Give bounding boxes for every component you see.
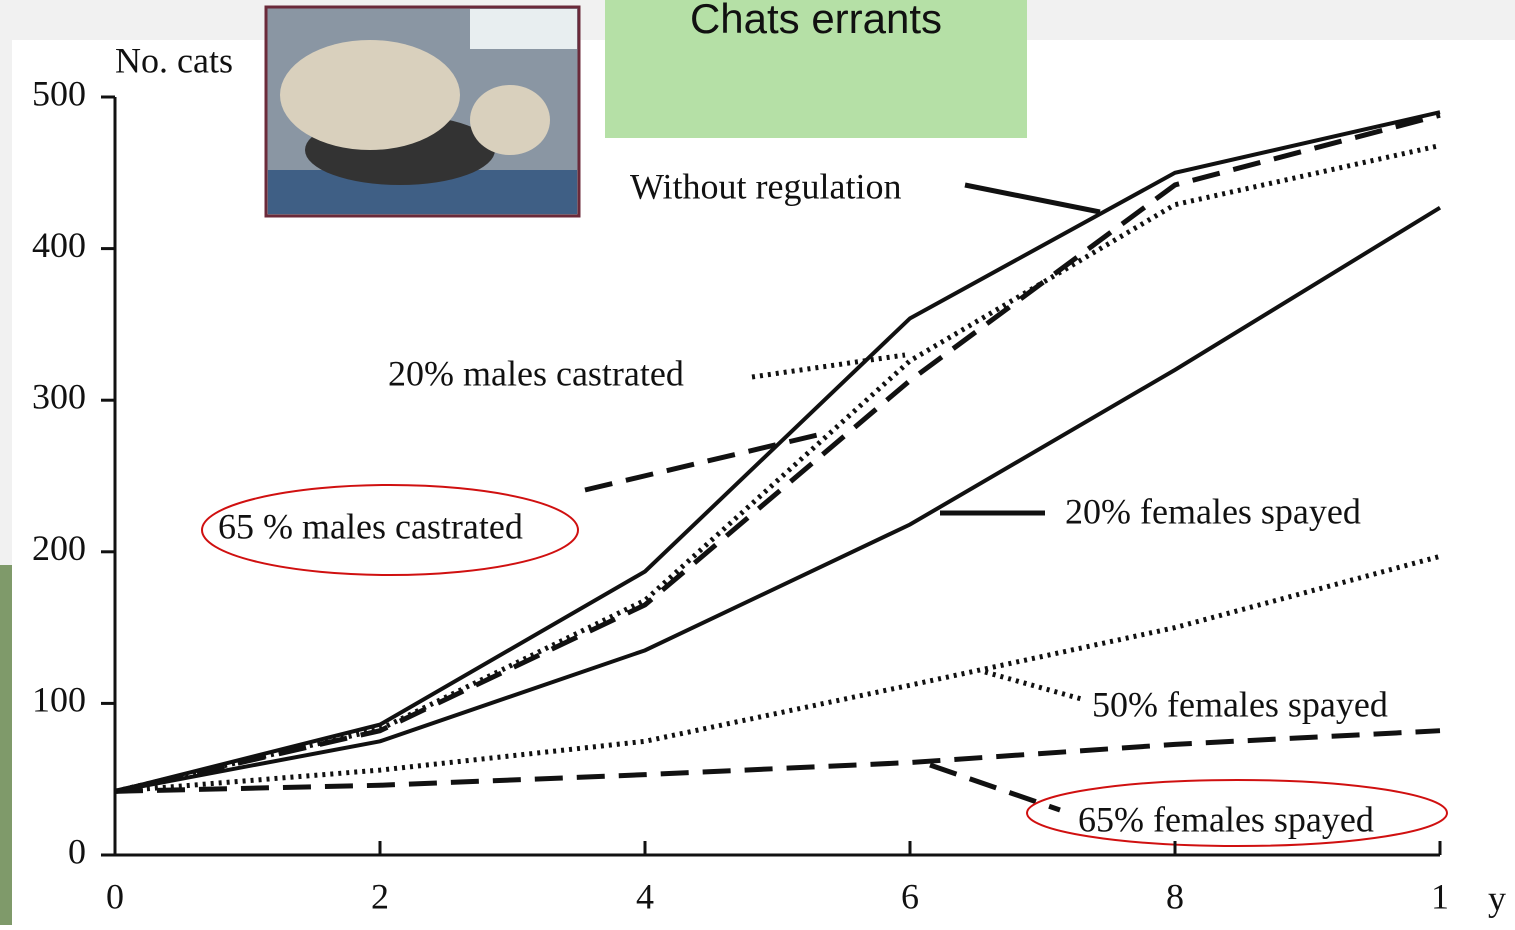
x-tick-label: 6 bbox=[901, 876, 919, 916]
y-tick-label: 300 bbox=[32, 376, 86, 416]
y-tick-label: 200 bbox=[32, 528, 86, 568]
y-tick-label: 0 bbox=[68, 831, 86, 871]
x-tick-label: 1 bbox=[1431, 876, 1449, 916]
series-label: 50% females spayed bbox=[1092, 684, 1388, 724]
cat-photo bbox=[266, 7, 579, 216]
x-tick-label: 2 bbox=[371, 876, 389, 916]
chart-title: Chats errants bbox=[690, 0, 942, 42]
x-axis-label: y bbox=[1488, 878, 1506, 918]
page: Chats errants No. cats y Without regulat… bbox=[0, 0, 1515, 925]
x-tick-label: 4 bbox=[636, 876, 654, 916]
x-tick-label: 8 bbox=[1166, 876, 1184, 916]
y-axis-label: No. cats bbox=[115, 40, 233, 80]
series-label: 20% females spayed bbox=[1065, 491, 1361, 531]
x-tick-label: 0 bbox=[106, 876, 124, 916]
series-label: 20% males castrated bbox=[388, 353, 684, 393]
series-label: 65 % males castrated bbox=[218, 506, 523, 546]
series-label: Without regulation bbox=[630, 166, 902, 206]
y-tick-label: 500 bbox=[32, 73, 86, 113]
chart: Chats errants No. cats y Without regulat… bbox=[0, 0, 1515, 925]
series-label: 65% females spayed bbox=[1078, 799, 1374, 839]
y-tick-label: 100 bbox=[32, 680, 86, 720]
left-green-strip bbox=[0, 565, 12, 925]
y-tick-label: 400 bbox=[32, 225, 86, 265]
